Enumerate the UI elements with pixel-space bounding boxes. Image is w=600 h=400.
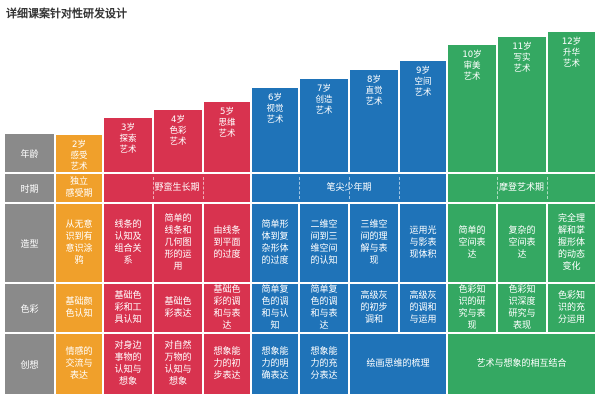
page-title: 详细课案针对性研发设计 (6, 7, 127, 20)
divider (153, 177, 154, 199)
color-cell: 高级灰 的初步 调和 (350, 284, 398, 332)
divider (497, 177, 498, 199)
modeling-cell: 简单的 空间表 达 (448, 204, 496, 282)
row-label: 时期 (5, 174, 54, 202)
imagination-cell: 对身边 事物的 认知与 想象 (104, 334, 152, 394)
divider (399, 177, 400, 199)
period-cell: 摩登艺术期 (448, 174, 595, 202)
divider (203, 177, 204, 199)
color-cell: 基础色 彩和工 具认知 (104, 284, 152, 332)
imagination-cell: 绘画思维的梳理 (350, 334, 446, 394)
age-column-header: 8岁 直觉 艺术 (350, 70, 398, 172)
age-column-header: 11岁 写实 艺术 (498, 37, 546, 172)
color-cell: 色彩知 识深度 研究与 表现 (498, 284, 546, 332)
color-cell: 基础颜 色认知 (56, 284, 102, 332)
age-column-header: 9岁 空间 艺术 (400, 61, 446, 172)
modeling-cell: 由线条 到平面 的过度 (204, 204, 250, 282)
color-cell: 基础色 彩的调 和与表 达 (204, 284, 250, 332)
color-cell: 简单复 色的调 和与表 达 (300, 284, 348, 332)
modeling-cell: 运用光 与影表 现体积 (400, 204, 446, 282)
row-label: 色彩 (5, 284, 54, 332)
divider (547, 177, 548, 199)
color-cell: 色彩知 识的充 分运用 (548, 284, 595, 332)
age-column-header: 7岁 创造 艺术 (300, 79, 348, 172)
modeling-cell: 二维空 间到三 维空间 的认知 (300, 204, 348, 282)
modeling-cell: 完全理 解和掌 握形体 的动态 变化 (548, 204, 595, 282)
color-cell: 简单复 色的调 和与认 知 (252, 284, 298, 332)
modeling-cell: 复杂的 空间表 达 (498, 204, 546, 282)
age-column-header: 10岁 审美 艺术 (448, 45, 496, 172)
imagination-cell: 艺术与想象的相互结合 (448, 334, 595, 394)
age-column-header: 4岁 色彩 艺术 (154, 110, 202, 172)
imagination-cell: 想象能 力的初 步表达 (204, 334, 250, 394)
age-column-header: 2岁 感受 艺术 (56, 135, 102, 172)
age-column-header: 3岁 探索 艺术 (104, 118, 152, 172)
modeling-cell: 线条的 认知及 组合关 系 (104, 204, 152, 282)
color-cell: 色彩知 识的研 究与表 现 (448, 284, 496, 332)
divider (299, 177, 300, 199)
imagination-cell: 想象能 力的充 分表达 (300, 334, 348, 394)
modeling-cell: 三维空 间的理 解与表 现 (350, 204, 398, 282)
divider (349, 177, 350, 199)
imagination-cell: 情感的 交流与 表达 (56, 334, 102, 394)
modeling-cell: 简单形 体到复 杂形体 的过度 (252, 204, 298, 282)
row-label: 创想 (5, 334, 54, 394)
row-label: 造型 (5, 204, 54, 282)
modeling-cell: 简单的 线条和 几何图 形的运 用 (154, 204, 202, 282)
age-column-header: 6岁 视觉 艺术 (252, 88, 298, 172)
row-label: 年龄 (5, 134, 54, 172)
period-cell: 独立 感受期 (56, 174, 102, 202)
imagination-cell: 对自然 万物的 认知与 想象 (154, 334, 202, 394)
age-column-header: 5岁 思维 艺术 (204, 102, 250, 172)
imagination-cell: 想象能 力的明 确表达 (252, 334, 298, 394)
age-column-header: 12岁 升华 艺术 (548, 32, 595, 172)
color-cell: 高级灰 的调和 与运用 (400, 284, 446, 332)
period-cell: 野蛮生长期 (104, 174, 250, 202)
color-cell: 基础色 彩表达 (154, 284, 202, 332)
modeling-cell: 从无意 识到有 意识涂 鸦 (56, 204, 102, 282)
